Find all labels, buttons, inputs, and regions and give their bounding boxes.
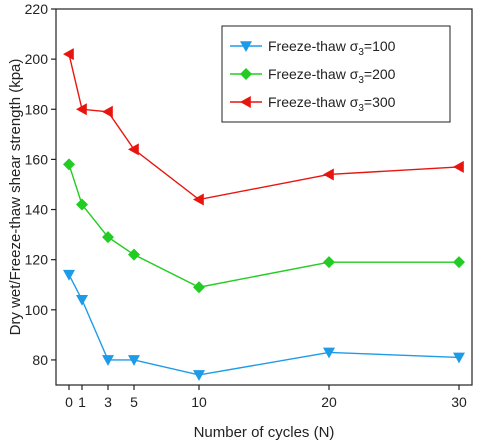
data-point bbox=[102, 105, 113, 118]
series-3 bbox=[63, 48, 464, 206]
data-point bbox=[323, 256, 335, 269]
data-point bbox=[63, 48, 74, 61]
data-point bbox=[63, 269, 75, 281]
x-axis-title: Number of cycles (N) bbox=[194, 424, 335, 441]
data-point bbox=[76, 103, 87, 116]
data-point bbox=[453, 352, 465, 364]
legend-swatch-marker bbox=[240, 68, 252, 80]
data-point bbox=[102, 231, 114, 244]
data-point bbox=[128, 248, 140, 261]
x-tick-label: 0 bbox=[65, 394, 73, 410]
y-tick-label: 160 bbox=[25, 151, 49, 167]
x-tick-label: 5 bbox=[130, 394, 138, 410]
series-1 bbox=[63, 269, 465, 381]
legend-swatch-marker bbox=[240, 96, 251, 108]
data-point bbox=[453, 256, 465, 269]
y-tick-label: 140 bbox=[25, 202, 49, 218]
legend: Freeze-thaw σ3=100 Freeze-thaw σ3=200 Free… bbox=[221, 25, 451, 123]
x-tick-label: 10 bbox=[191, 394, 207, 410]
data-point bbox=[453, 160, 464, 173]
series-layer bbox=[63, 48, 465, 381]
x-tick-label: 20 bbox=[321, 394, 337, 410]
y-tick-label: 200 bbox=[25, 51, 49, 67]
y-tick-label: 120 bbox=[25, 252, 49, 268]
series-2 bbox=[63, 158, 465, 294]
x-tick-label: 3 bbox=[104, 394, 112, 410]
y-tick-label: 220 bbox=[25, 1, 49, 17]
legend-label: Freeze-thaw σ3=300 bbox=[268, 94, 396, 114]
y-axis: 80 100 120 140 160 180 200 220 bbox=[25, 1, 56, 368]
y-axis-title: Dry wet/Freeze-thaw shear strength (kpa) bbox=[7, 59, 24, 336]
x-axis: 0 1 3 5 10 20 30 bbox=[65, 385, 467, 410]
y-tick-label: 180 bbox=[25, 101, 49, 117]
data-point bbox=[128, 143, 139, 156]
data-point bbox=[63, 158, 75, 171]
data-point bbox=[323, 347, 335, 359]
plot-frame bbox=[55, 8, 473, 386]
data-point bbox=[76, 198, 88, 211]
legend-swatch-marker bbox=[240, 41, 252, 52]
data-point bbox=[128, 355, 140, 366]
y-tick-label: 100 bbox=[25, 302, 49, 318]
data-point bbox=[193, 193, 204, 206]
legend-label: Freeze-thaw σ3=200 bbox=[268, 66, 396, 86]
legend-label: Freeze-thaw σ3=100 bbox=[268, 38, 396, 58]
y-tick-label: 80 bbox=[32, 352, 48, 368]
x-tick-label: 30 bbox=[451, 394, 467, 410]
x-tick-label: 1 bbox=[78, 394, 86, 410]
data-point bbox=[102, 355, 114, 366]
data-point bbox=[193, 370, 205, 381]
data-point bbox=[323, 168, 334, 181]
series-line bbox=[68, 164, 459, 288]
data-point bbox=[193, 281, 205, 294]
series-line bbox=[68, 274, 460, 376]
data-point bbox=[76, 294, 88, 306]
